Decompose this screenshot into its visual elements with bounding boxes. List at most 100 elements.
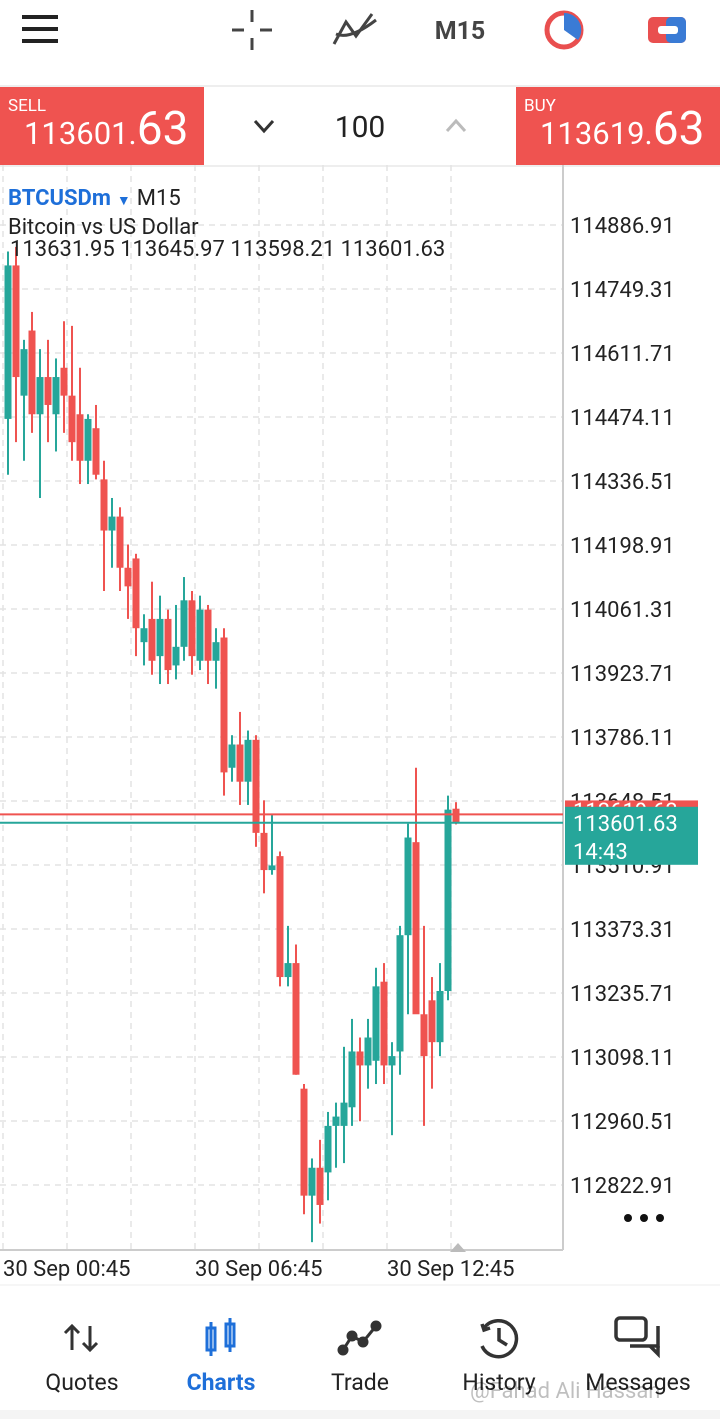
candle-body: [380, 981, 388, 1066]
candle-body: [76, 414, 84, 461]
candle-body: [212, 642, 220, 661]
candle-body: [180, 600, 188, 647]
candle-body: [276, 856, 284, 978]
gesture-bar: [0, 1410, 720, 1419]
sell-price-main: 113601.: [24, 115, 137, 152]
y-tick-label: 113098.11: [570, 1046, 675, 1071]
candle-body: [444, 809, 452, 992]
bid-label: 113601.63: [573, 812, 678, 837]
candle-body: [140, 628, 148, 643]
symbol-line: BTCUSDm ▼ M15: [8, 186, 181, 211]
candle-body: [316, 1167, 324, 1205]
candle-body: [428, 1000, 436, 1043]
x-tick-label: 30 Sep 12:45: [387, 1257, 515, 1282]
x-tick-label: 30 Sep 06:45: [195, 1257, 323, 1282]
one-click-button[interactable]: [648, 17, 686, 43]
bar-timer: 14:43: [573, 840, 628, 865]
messages-icon: [614, 1316, 660, 1359]
candle-body: [308, 1167, 316, 1196]
candle-body: [340, 1102, 348, 1126]
indicators-button[interactable]: [332, 13, 377, 45]
y-tick-label: 114061.31: [570, 598, 675, 623]
candle-body: [148, 618, 156, 661]
decrease-volume[interactable]: [253, 119, 275, 134]
y-tick-label: 112822.91: [570, 1174, 675, 1199]
charts-icon: [205, 1318, 236, 1356]
candle-body: [220, 637, 228, 773]
buy-label: BUY: [524, 96, 557, 116]
candle-body: [132, 558, 140, 629]
volume[interactable]: 100: [335, 110, 386, 145]
candle-body: [324, 1125, 332, 1173]
y-tick-label: 114474.11: [570, 406, 675, 431]
candle-body: [100, 479, 108, 531]
nav-item[interactable]: History: [462, 1369, 535, 1396]
candle-body: [268, 865, 276, 871]
candle-body: [204, 609, 212, 661]
nav-item[interactable]: Charts: [187, 1369, 256, 1396]
chart-header: BTCUSDm ▼ M15 Bitcoin vs US Dollar 113631.…: [8, 186, 445, 262]
sell-price: 113601.63: [24, 102, 188, 156]
y-tick-label: 113786.11: [570, 726, 675, 751]
symbol: BTCUSDm: [8, 186, 111, 211]
nav-item[interactable]: Messages: [585, 1369, 691, 1396]
timer-button[interactable]: [544, 10, 584, 50]
y-tick-label: 114749.31: [570, 278, 675, 303]
candle-body: [356, 1051, 364, 1066]
y-tick-label: 113923.71: [570, 662, 675, 687]
sell-price-fraction: 63: [137, 102, 189, 156]
watermark: @Fahad Ali Hassan: [470, 1379, 660, 1404]
increase-volume[interactable]: [445, 118, 467, 133]
nav-item[interactable]: Trade: [331, 1369, 389, 1396]
candle-body: [124, 567, 132, 587]
candle-body: [44, 377, 52, 405]
timeframe-button[interactable]: M15: [435, 17, 486, 46]
y-tick-label: 114198.91: [570, 534, 675, 559]
bottom-nav: [0, 1284, 720, 1419]
y-tick-label: 113235.71: [570, 982, 675, 1007]
trade-icon: [337, 1320, 382, 1356]
candle-body: [164, 618, 172, 671]
quotes-icon: [63, 1323, 99, 1353]
candle-body: [172, 646, 180, 666]
symbol-dropdown[interactable]: ▼: [117, 193, 131, 209]
candle-body: [68, 395, 76, 443]
candle-body: [12, 265, 20, 378]
ohlc-low: 113598.21: [230, 237, 335, 262]
crosshair-button[interactable]: [232, 10, 272, 50]
nav-item[interactable]: Quotes: [45, 1369, 118, 1396]
candle-body: [236, 744, 244, 782]
ohlc-close: 113601.63: [341, 237, 446, 262]
chart-timeframe: M15: [137, 186, 181, 211]
candle-body: [420, 1014, 428, 1057]
candle-body: [52, 377, 60, 415]
candle-body: [244, 739, 252, 782]
candle-body: [412, 842, 420, 1015]
candle-body: [388, 1056, 396, 1066]
chart[interactable]: 112822.91 112960.51 113098.11 113235.71 1133…: [0, 165, 698, 1282]
candle-body: [372, 986, 380, 1061]
candle-body: [284, 963, 292, 978]
candle-body: [364, 1037, 372, 1066]
y-tick-label: 114336.51: [570, 470, 675, 495]
candle-body: [188, 600, 196, 657]
candle-body: [36, 377, 44, 415]
x-tick-label: 30 Sep 00:45: [3, 1257, 131, 1282]
candle-body: [260, 832, 268, 871]
buy-button[interactable]: BUY 113619.63: [516, 87, 720, 165]
buy-price-fraction: 63: [653, 102, 705, 156]
candle-body: [28, 330, 36, 415]
y-tick-label: 112960.51: [570, 1110, 675, 1135]
more-button[interactable]: [624, 1214, 664, 1222]
y-tick-label: 114886.91: [570, 214, 675, 239]
buy-price-main: 113619.: [540, 115, 653, 152]
description: Bitcoin vs US Dollar: [8, 215, 199, 240]
candle-body: [404, 837, 412, 936]
menu-button[interactable]: [22, 15, 58, 43]
candle-body: [156, 618, 164, 657]
sell-button[interactable]: SELL 113601.63: [0, 87, 204, 165]
candle-body: [396, 935, 404, 1052]
candle-body: [92, 428, 100, 475]
candle-body: [4, 265, 12, 419]
